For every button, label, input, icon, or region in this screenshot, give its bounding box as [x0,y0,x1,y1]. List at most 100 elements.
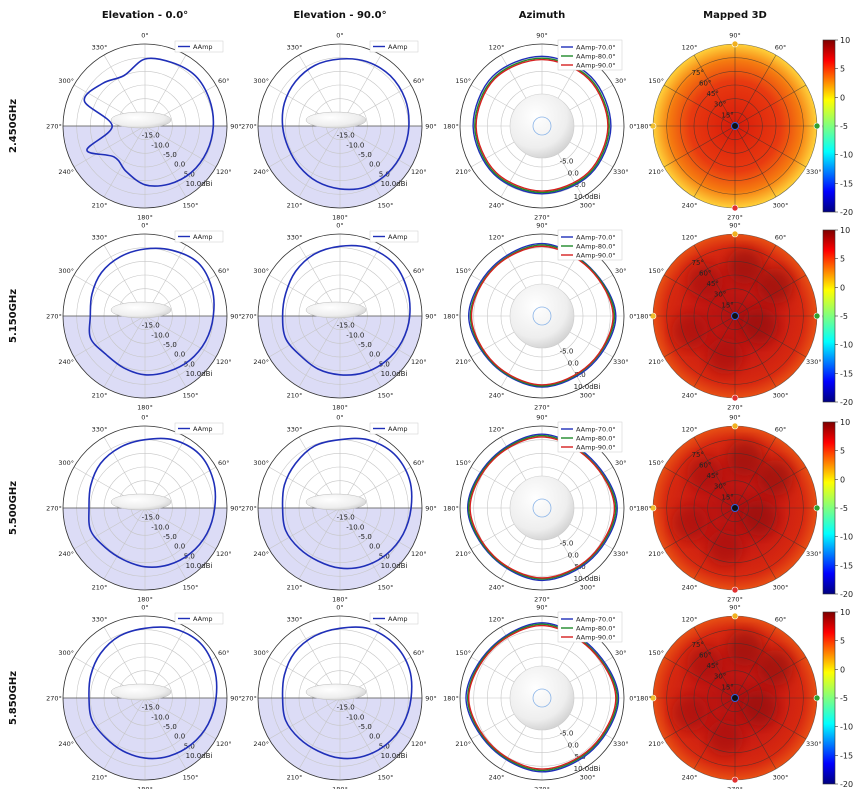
grid-spoke [144,315,187,388]
angle-tick-label: 180° [332,596,348,604]
legend-entry: AAmp-80.0° [576,243,616,251]
heatmap-region [757,268,793,304]
angle-tick-label: 120° [411,168,427,176]
legend-box [369,612,419,625]
angle-tick-label: 270° [241,123,257,131]
device-image [509,283,575,349]
grid-spoke [663,274,736,317]
pattern-series-aamp [281,626,413,760]
grid-spoke [144,697,217,740]
angle-tick-label: 150° [378,391,394,399]
ring-tick-label: 60° [699,80,711,88]
grid-spoke [734,436,777,509]
angle-tick-label: 150° [183,391,199,399]
outer-ring [459,615,625,781]
radial-tick-label: 0.0 [568,741,579,749]
angle-tick-label: 30° [615,77,627,85]
azimuth-panel-2: -5.00.05.010.0dBi90°60°30°0°330°300°270°… [443,414,637,604]
grid-spoke [268,507,341,550]
row-label-0: 2.450GHz [8,99,19,153]
angle-tick-label: 240° [489,201,505,209]
column-title-az: Azimuth [519,10,565,21]
angle-tick-label: 300° [253,649,269,657]
angle-tick-label: 210° [287,773,303,781]
ring-tick-label: 30° [714,101,726,109]
colorbar [822,611,836,785]
colorbar-tick-label: 10 [840,418,850,427]
device-image [509,475,575,541]
colorbar-tick-label: -15 [840,561,853,570]
legend-entry: AAmp-90.0° [576,634,616,642]
angle-tick-label: 60° [413,649,425,657]
angle-tick-label: 270° [534,786,550,789]
grid-spoke [103,507,146,580]
colorbar-tick-label: -5 [840,504,848,513]
mapped-3d-panel-3: 90°60°0°330°300°270°240°210°180°150°120°… [636,604,853,789]
outer-ring [62,615,228,781]
angle-tick-label: 150° [648,77,664,85]
legend-entry: AAmp [193,233,213,241]
colorbar-tick-label: 0 [840,93,845,102]
radial-tick-label: -10.0 [151,523,169,531]
radial-tick-label: -5.0 [163,533,177,541]
angle-tick-label: 210° [92,201,108,209]
angle-tick-label: 270° [727,404,743,412]
ring-tick-label: 75° [692,641,704,649]
angle-tick-label: 210° [287,391,303,399]
radial-tick-label: 10.0dBi [381,562,408,570]
legend-entry: AAmp [388,615,408,623]
device-image [305,683,367,701]
colorbar-tick-label: 5 [840,447,845,456]
angle-tick-label: 330° [613,550,629,558]
angle-tick-label: 60° [413,267,425,275]
legend-entry: AAmp [193,43,213,51]
angle-tick-label: 0° [629,123,636,131]
elevation-panel-el0-3: -15.0-10.0-5.00.05.010.0dBi0°330°300°270… [46,604,242,789]
pattern-series-aamp [83,57,215,187]
grid-spoke [144,507,187,580]
pattern-series-aamp [281,57,410,191]
angle-tick-label: 180° [636,505,652,513]
outer-ring [257,615,423,781]
angle-tick-label: 240° [58,740,74,748]
device-image [509,93,575,159]
angle-tick-label: 330° [287,44,303,52]
heatmap-region [757,650,793,686]
angle-tick-label: 60° [775,616,787,624]
grid-spoke [339,507,412,550]
colorbar-tick-label: -5 [840,312,848,321]
pattern-series-aamp-80 [466,623,618,772]
grid-spoke [339,315,412,358]
elevation-panel-el0-2: -15.0-10.0 -5.0 0.05.0 10.0dBi 0° 330° 300° 270… [46,414,242,604]
row-label-3: 5.850GHz [8,671,19,725]
angle-tick-label: 330° [287,234,303,242]
angle-tick-label: 0° [141,604,148,612]
device-led-ring [532,498,552,518]
elevation-panel-el90-3: -15.0-10.0-5.00.05.010.0dBi0°330°300°270… [241,604,437,789]
angle-tick-label: 210° [455,550,471,558]
colorbar [822,39,836,213]
axis-marker [731,40,739,48]
column-title-el0: Elevation - 0.0° [102,10,188,21]
column-title-el90: Elevation - 90.0° [293,10,386,21]
center-marker [731,504,739,512]
grid-spoke [693,697,736,770]
pattern-series-aamp-70 [466,433,618,582]
colorbar-tick-label: 0 [840,665,845,674]
grid-spoke [339,697,382,770]
device-image [110,301,172,319]
colorbar-tick-label: -10 [840,723,853,732]
grid-spoke [298,315,341,388]
legend: AAmp [369,422,419,435]
axis-marker [731,230,739,238]
angle-tick-label: 0° [141,222,148,230]
radial-tick-label: 5.0 [184,360,195,368]
legend-entry: AAmp-90.0° [576,62,616,70]
outer-ring [459,425,625,591]
angle-tick-label: 120° [489,234,505,242]
radial-tick-label: -5.0 [358,341,372,349]
legend-box [174,230,224,243]
angle-tick-label: 300° [58,267,74,275]
legend: AAmp [369,612,419,625]
angle-tick-label: 300° [773,773,789,781]
